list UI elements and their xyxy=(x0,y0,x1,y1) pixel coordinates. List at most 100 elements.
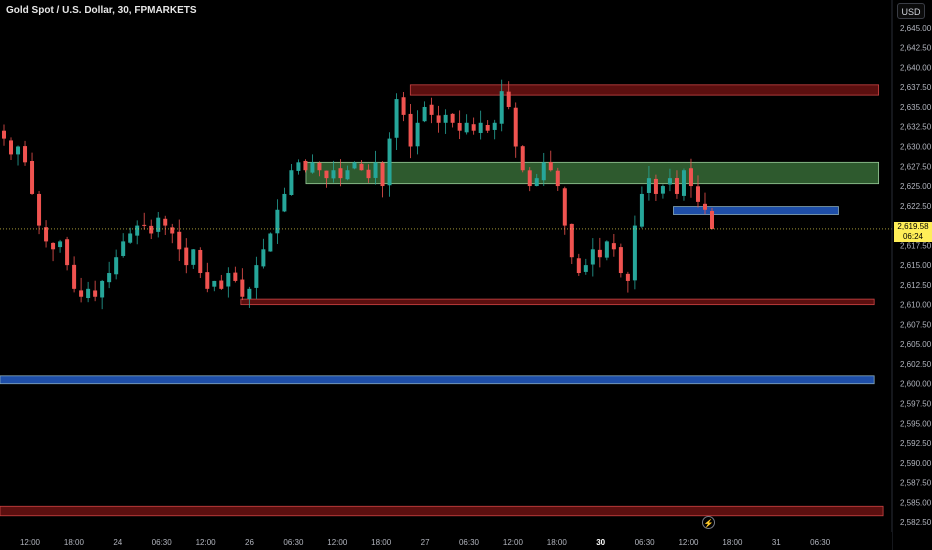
candle-body xyxy=(422,106,427,122)
price-tick-label: 2,637.50 xyxy=(900,83,932,92)
price-tick-label: 2,625.00 xyxy=(900,182,932,191)
candle-body xyxy=(373,162,378,178)
price-axis-bg xyxy=(892,0,932,550)
candle-body xyxy=(310,162,315,173)
price-tick-label: 2,605.00 xyxy=(900,340,932,349)
candle-body xyxy=(387,138,392,186)
time-tick-label: 18:00 xyxy=(371,538,392,547)
candle-body xyxy=(590,249,595,265)
price-tick-label: 2,635.00 xyxy=(900,103,932,112)
time-tick-label: 18:00 xyxy=(547,538,568,547)
candle-body xyxy=(485,124,490,131)
price-tick-label: 2,632.50 xyxy=(900,123,932,132)
candle-body xyxy=(611,243,616,250)
candle-body xyxy=(86,288,91,299)
candle-body xyxy=(464,122,469,133)
candle-body xyxy=(681,170,686,196)
candle-body xyxy=(219,280,224,289)
price-tick-label: 2,595.00 xyxy=(900,419,932,428)
candle-body xyxy=(163,218,168,226)
candle-body xyxy=(170,227,175,234)
candle-body xyxy=(401,97,406,115)
candle-body xyxy=(51,242,56,250)
candle-body xyxy=(261,249,266,267)
candle-body xyxy=(457,122,462,131)
candles xyxy=(2,79,714,310)
candle-body xyxy=(380,162,385,187)
candle-body xyxy=(30,160,35,194)
time-tick-label: 31 xyxy=(772,538,781,547)
candle-body xyxy=(289,170,294,195)
time-tick-label: 24 xyxy=(113,538,122,547)
candle-body xyxy=(303,160,308,171)
candle-body xyxy=(394,99,399,138)
candle-body xyxy=(520,146,525,171)
candle-body xyxy=(177,231,182,250)
candle-body xyxy=(366,169,371,179)
time-tick-label: 18:00 xyxy=(722,538,743,547)
price-tick-label: 2,627.50 xyxy=(900,162,932,171)
candle-body xyxy=(576,258,581,274)
price-tick-label: 2,600.00 xyxy=(900,380,932,389)
candle-body xyxy=(674,178,679,194)
time-tick-label: 30 xyxy=(596,538,605,547)
candle-body xyxy=(646,178,651,193)
candle-body xyxy=(352,162,357,169)
zone-resistance xyxy=(673,206,839,215)
price-tick-label: 2,612.50 xyxy=(900,281,932,290)
candle-body xyxy=(121,241,126,256)
candle-body xyxy=(492,122,497,130)
candle-body xyxy=(688,168,693,187)
time-axis-bg xyxy=(0,532,892,550)
last-price-badge: 2,619.58 06:24 xyxy=(894,222,932,242)
candle-body xyxy=(79,290,84,297)
candle-body xyxy=(254,265,259,288)
currency-button[interactable]: USD xyxy=(897,3,925,19)
last-price-value: 2,619.58 xyxy=(897,222,929,231)
time-tick-label: 06:30 xyxy=(152,538,173,547)
candle-body xyxy=(527,170,532,187)
candle-body xyxy=(450,113,455,123)
candle-body xyxy=(702,203,707,210)
time-tick-label: 06:30 xyxy=(810,538,831,547)
time-tick-label: 26 xyxy=(245,538,254,547)
candle-body xyxy=(562,188,567,226)
candle-body xyxy=(506,91,511,107)
candle-body xyxy=(331,170,336,179)
price-axis[interactable]: 2,645.00 2,642.50 2,640.00 2,637.50 2,635.00… xyxy=(891,0,932,550)
candle-body xyxy=(415,122,420,147)
candle-body xyxy=(534,178,539,186)
price-tick-label: 2,582.50 xyxy=(900,518,932,527)
candle-body xyxy=(317,162,322,171)
time-tick-label: 06:30 xyxy=(635,538,656,547)
candle-body xyxy=(569,223,574,258)
candle-body xyxy=(226,273,231,287)
candle-body xyxy=(618,247,623,274)
candle-body xyxy=(359,163,364,171)
price-tick-label: 2,640.00 xyxy=(900,63,932,72)
candle-body xyxy=(23,146,28,163)
price-tick-label: 2,617.50 xyxy=(900,241,932,250)
candle-body xyxy=(37,193,42,226)
candle-body xyxy=(597,249,602,258)
candle-body xyxy=(135,225,140,236)
candle-body xyxy=(58,241,63,248)
candle-body xyxy=(142,224,147,226)
candle-body xyxy=(513,107,518,147)
chart-title: Gold Spot / U.S. Dollar, 30, FPMARKETS xyxy=(6,5,197,16)
time-tick-label: 12:00 xyxy=(327,538,348,547)
time-axis[interactable]: 12:00 18:00 24 06:30 12:00 26 06:30 12:00 18:00 2… xyxy=(0,532,892,550)
time-tick-label: 12:00 xyxy=(196,538,217,547)
lightning-icon[interactable]: ⚡ xyxy=(702,516,715,529)
time-tick-label: 06:30 xyxy=(459,538,480,547)
price-tick-label: 2,585.00 xyxy=(900,498,932,507)
time-tick-label: 27 xyxy=(421,538,430,547)
candle-body xyxy=(695,186,700,202)
time-tick-label: 12:00 xyxy=(678,538,699,547)
candle-body xyxy=(282,193,287,212)
price-tick-label: 2,610.00 xyxy=(900,301,932,310)
candle-body xyxy=(191,249,196,265)
time-tick-label: 12:00 xyxy=(20,538,41,547)
candle-body xyxy=(408,113,413,147)
